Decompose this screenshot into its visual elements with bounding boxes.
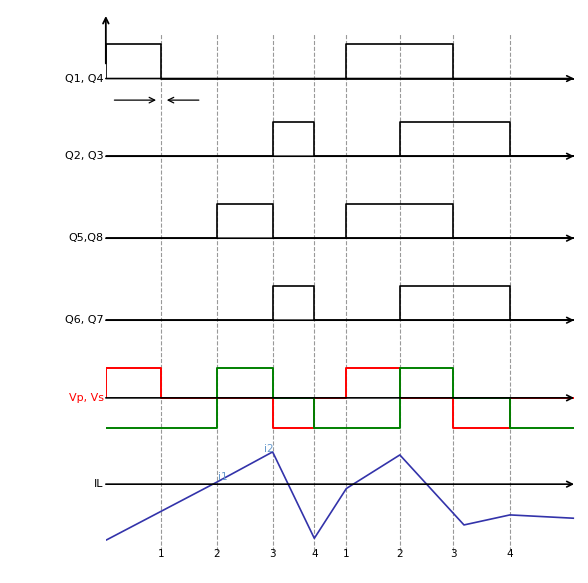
Text: 3: 3 <box>269 549 276 559</box>
Text: 4: 4 <box>311 549 318 559</box>
Text: Vp, Vs: Vp, Vs <box>69 393 103 403</box>
Text: 3: 3 <box>450 549 457 559</box>
Text: i1: i1 <box>218 472 228 482</box>
Text: 4: 4 <box>507 549 513 559</box>
Text: 1: 1 <box>158 549 165 559</box>
Text: 2: 2 <box>396 549 403 559</box>
Text: Q5,Q8: Q5,Q8 <box>69 233 103 243</box>
Text: IL: IL <box>94 479 103 489</box>
Text: i2: i2 <box>264 444 273 454</box>
Text: Q2, Q3: Q2, Q3 <box>65 151 103 161</box>
Text: Q1, Q4: Q1, Q4 <box>65 73 103 83</box>
Text: 1: 1 <box>343 549 350 559</box>
Text: Q6, Q7: Q6, Q7 <box>65 315 103 325</box>
Text: 2: 2 <box>213 549 220 559</box>
